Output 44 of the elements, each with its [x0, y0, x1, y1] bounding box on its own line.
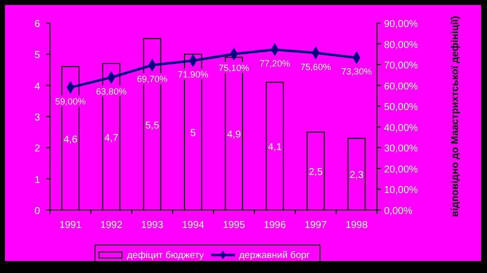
y-tick-label: 6 [34, 19, 40, 30]
y-tick-label: 4 [34, 81, 40, 92]
data-label: 5 [190, 128, 196, 140]
y2-tick-label: 30,00% [384, 144, 418, 155]
legend-label: державний борг [239, 250, 310, 261]
x-tick-label: 1992 [100, 220, 123, 231]
data-label: 4,1 [268, 142, 282, 154]
data-label: 77,20% [260, 58, 290, 69]
data-label: 4,7 [104, 132, 119, 144]
data-label: 2,5 [308, 167, 324, 178]
y2-tick-label: 70,00% [384, 60, 418, 72]
y-tick-label: 0 [34, 206, 40, 217]
y2-tick-label: 60,00% [384, 81, 418, 92]
data-label: 69,70% [136, 74, 168, 84]
data-label: 71,90% [178, 70, 208, 80]
x-tick-label: 1991 [59, 220, 82, 231]
data-label: 2,3 [350, 170, 364, 182]
y2-tick-label: 40,00% [384, 122, 418, 134]
y-tick-label: 1 [34, 174, 40, 186]
y2-tick-label: 50,00% [384, 102, 418, 114]
y-tick-label: 2 [34, 144, 40, 155]
x-tick-label: 1996 [264, 220, 286, 231]
y-tick-label: 5 [34, 50, 40, 62]
y2-tick-label: 0,00% [384, 206, 412, 217]
y2-tick-label: 90,00% [384, 19, 418, 30]
x-tick-label: 1994 [182, 220, 205, 231]
x-tick-label: 1995 [222, 220, 246, 231]
x-tick-label: 1997 [304, 220, 328, 231]
y2-tick-label: 20,00% [384, 164, 418, 176]
data-label: 4,9 [226, 130, 242, 141]
data-label: 5,5 [145, 120, 160, 132]
data-label: 59,00% [55, 96, 86, 106]
data-label: 75,60% [300, 62, 331, 72]
data-label: 73,30% [341, 66, 372, 77]
y2-tick-label: 80,00% [384, 40, 418, 51]
data-label: 75,10% [218, 62, 250, 73]
legend-label: дефіцит бюджету [127, 250, 204, 261]
y2-tick-label: 10,00% [384, 185, 418, 196]
x-tick-label: 1993 [141, 220, 164, 231]
x-tick-label: 1998 [345, 220, 368, 231]
data-label: 4,6 [63, 134, 78, 146]
y-tick-label: 3 [34, 112, 40, 124]
data-label: 63,80% [96, 86, 127, 96]
y2-axis-title: відповідно до Маастрихтської дефініції) [450, 16, 461, 218]
